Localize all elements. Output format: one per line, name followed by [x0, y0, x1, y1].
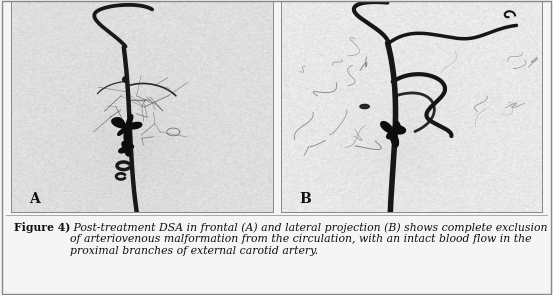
Polygon shape	[112, 115, 142, 146]
Text: A: A	[29, 192, 40, 206]
Polygon shape	[119, 142, 133, 156]
Text: Post-treatment DSA in frontal (A) and lateral projection (B) shows complete excl: Post-treatment DSA in frontal (A) and la…	[70, 222, 547, 256]
Text: Figure 4): Figure 4)	[14, 222, 70, 233]
Polygon shape	[360, 104, 369, 109]
Polygon shape	[381, 122, 405, 147]
Text: B: B	[299, 192, 311, 206]
